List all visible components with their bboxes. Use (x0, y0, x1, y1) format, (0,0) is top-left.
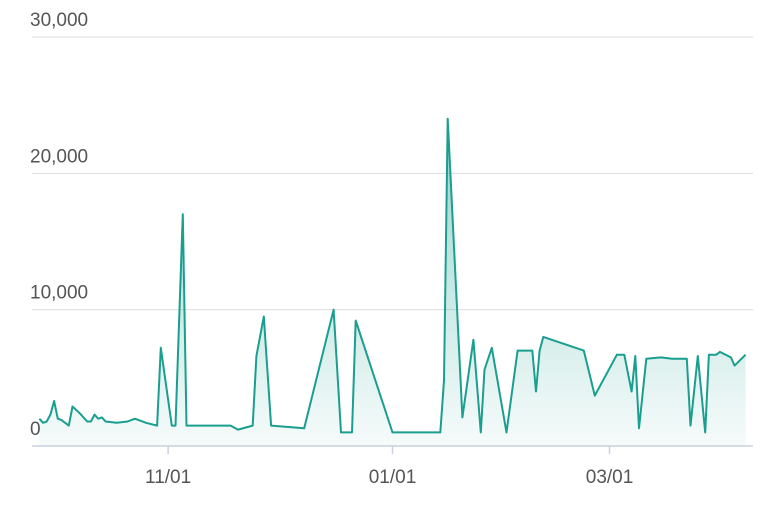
y-tick-label: 0 (30, 419, 41, 440)
x-tick-label: 01/01 (369, 467, 417, 488)
area-line (38, 117, 747, 434)
area-fill (39, 118, 746, 447)
y-tick-label: 20,000 (30, 146, 88, 167)
x-tick-label: 03/01 (586, 467, 634, 488)
x-tick-label: 11/01 (145, 467, 191, 488)
y-tick-label: 30,000 (30, 10, 88, 31)
y-tick-label: 10,000 (30, 283, 88, 304)
